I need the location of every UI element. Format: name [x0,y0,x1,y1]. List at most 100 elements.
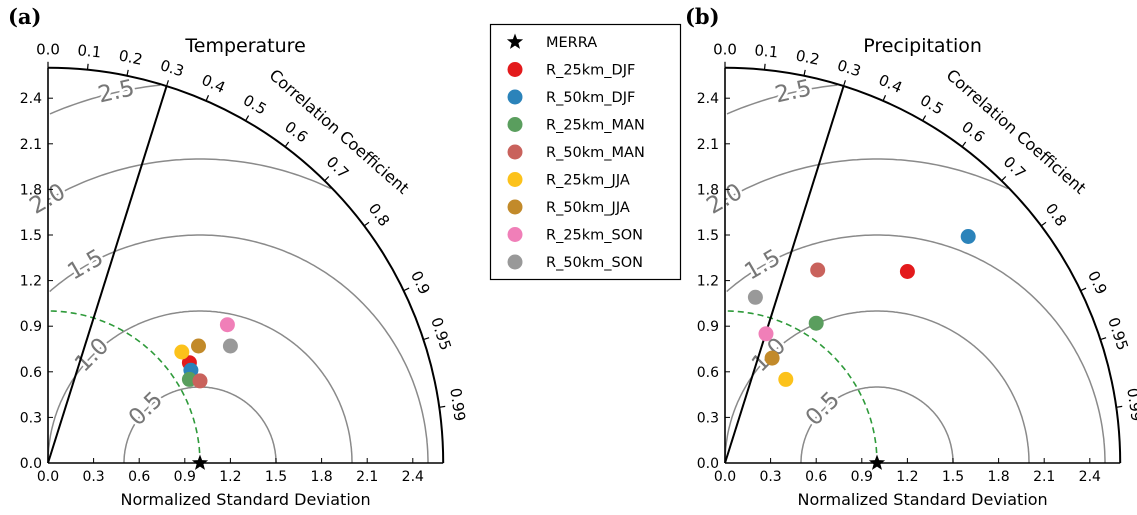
x-tick-label-0-3: 0.3 [759,469,781,485]
corr-tick-mark-0-1 [86,63,89,70]
corr-tick-label-0-4: 0.4 [876,71,905,97]
panel-label: (a) [8,4,41,29]
corr-tick-mark-0-95 [423,337,430,341]
reference-star-merra [868,454,886,470]
corr-tick-mark-0-99 [439,405,446,408]
legend-marker-r-50km-jja [507,199,523,215]
x-tick-label-1-8: 1.8 [310,469,332,485]
legend-label-r-50km-djf: R_50km_DJF [546,90,635,106]
point-r-50km-jja [764,350,780,366]
y-tick-label-1-5: 1.5 [20,228,42,244]
corr-tick-mark-0-5 [245,115,250,122]
corr-tick-label-0-95: 0.95 [427,315,455,352]
legend-label-r-25km-son: R_25km_SON [546,228,643,244]
rms-label-1-5: 1.5 [63,245,108,286]
corr-tick-mark-0-99 [1116,405,1123,408]
corr-tick-mark-0-7 [1001,176,1007,182]
y-tick-label-1-5: 1.5 [697,228,719,244]
point-r-25km-jja [778,371,794,387]
corr-tick-mark-0-4 [882,95,887,102]
corr-tick-mark-0-2 [803,69,806,76]
corr-tick-label-0-0: 0.0 [36,40,60,58]
corr-tick-mark-0-95 [1100,337,1107,341]
rms-contour-2-5 [49,84,161,115]
legend-marker-merra [506,33,524,49]
x-tick-label-0-6: 0.6 [805,469,827,485]
x-tick-label-1-5: 1.5 [942,469,964,485]
x-tick-label-0-0: 0.0 [714,469,736,485]
legend-label-r-50km-jja: R_50km_JJA [546,200,630,216]
x-tick-label-1-2: 1.2 [219,469,241,485]
point-r-50km-son [222,338,238,354]
x-tick-label-1-5: 1.5 [265,469,287,485]
correlation-reference-line [724,85,845,464]
y-tick-label-1-8: 1.8 [20,182,42,198]
point-r-50km-son [747,289,763,305]
rms-contour-2-5 [726,84,838,115]
outer-arc [724,66,1122,464]
legend-label-r-25km-djf: R_25km_DJF [546,63,635,79]
legend-label-r-50km-man: R_50km_MAN [546,145,645,161]
x-tick-label-1-2: 1.2 [896,469,918,485]
reference-std-contour [48,310,201,463]
corr-tick-label-0-3: 0.3 [158,56,186,80]
corr-tick-label-0-8: 0.8 [365,200,394,230]
corr-tick-mark-0-5 [922,115,927,122]
corr-tick-label-0-9: 0.9 [407,268,434,297]
point-r-25km-djf [899,264,915,279]
y-tick-label-0-3: 0.3 [20,410,42,426]
corr-tick-label-0-2: 0.2 [117,46,144,68]
y-tick-label-0-9: 0.9 [697,319,719,335]
y-tick-label-0-0: 0.0 [20,456,42,472]
point-r-25km-son [758,326,774,342]
y-tick-label-0-6: 0.6 [697,365,719,381]
x-tick-label-0-9: 0.9 [174,469,196,485]
legend-marker-r-25km-djf [507,62,523,77]
outer-arc [47,66,445,464]
point-r-50km-jja [191,338,206,354]
corr-tick-mark-0-1 [763,63,766,70]
corr-tick-label-0-6: 0.6 [958,118,988,147]
rms-contour-1-0 [724,310,1030,463]
x-tick-label-2-1: 2.1 [356,469,378,485]
panel-label: (b) [685,4,720,29]
corr-tick-label-0-5: 0.5 [240,91,270,119]
reference-std-contour [725,310,878,463]
legend-label-r-25km-jja: R_25km_JJA [546,173,630,189]
point-r-50km-djf [960,229,976,244]
rms-contour-1-5 [49,234,429,463]
rms-label-0-5: 0.5 [801,387,845,431]
rms-label-2-5: 2.5 [773,75,814,108]
legend-marker-r-25km-man [507,117,523,132]
corr-tick-label-0-2: 0.2 [794,46,821,68]
corr-tick-mark-0-6 [961,141,967,148]
x-axis-label: Normalized Standard Deviation [797,490,1047,509]
rms-label-0-5: 0.5 [124,387,168,431]
y-tick-label-0-9: 0.9 [20,319,42,335]
temperature-panel: 0.51.01.52.02.50.00.00.30.30.60.60.90.91… [8,4,469,509]
corr-tick-label-0-99: 0.99 [1123,387,1137,423]
point-r-25km-man [808,315,824,331]
corr-tick-mark-0-9 [1080,287,1087,292]
chart-title: Precipitation [863,35,982,57]
x-tick-label-2-4: 2.4 [1079,469,1101,485]
corr-tick-mark-0-2 [126,69,129,76]
y-tick-label-0-3: 0.3 [697,410,719,426]
chart-title: Temperature [184,35,305,57]
rms-contour-1-0 [47,310,353,463]
legend-marker-r-50km-son [507,254,523,270]
legend-marker-r-25km-son [507,227,523,242]
rms-label-2-5: 2.5 [96,75,137,108]
corr-tick-label-0-1: 0.1 [77,41,103,61]
corr-tick-mark-0-8 [363,221,370,227]
corr-tick-mark-0-4 [205,95,210,102]
y-tick-label-2-4: 2.4 [20,91,42,107]
corr-tick-label-0-99: 0.99 [446,387,469,423]
rms-contour-1-5 [726,234,1106,463]
point-r-25km-jja [174,344,190,360]
legend-marker-r-50km-djf [507,89,523,105]
legend-label-merra: MERRA [546,35,597,51]
y-tick-label-1-2: 1.2 [697,274,719,290]
y-tick-label-0-6: 0.6 [20,365,42,381]
legend: MERRA R_25km_DJF R_50km_DJF R_25km_MAN R_50k… [489,23,682,281]
